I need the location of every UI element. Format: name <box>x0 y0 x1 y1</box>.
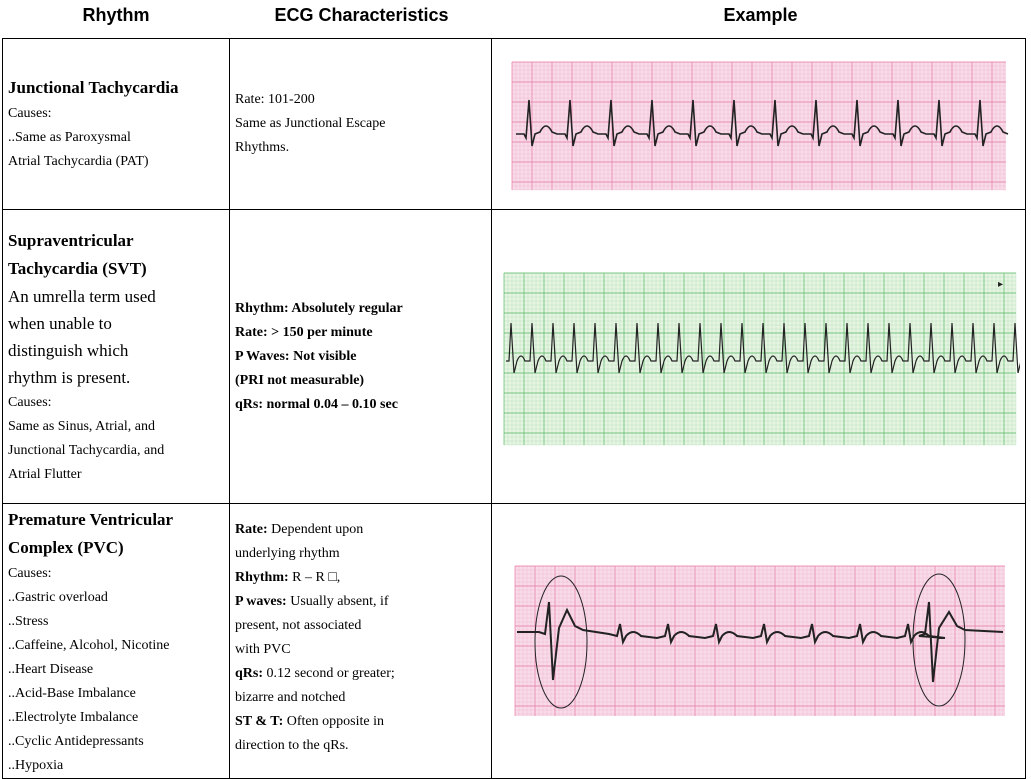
ecg-line: Rate: > 150 per minute <box>235 324 373 340</box>
rhythm-title: Tachycardia (SVT) <box>8 258 147 278</box>
cause-item: ..Cyclic Antidepressants <box>8 734 144 749</box>
table-row: Premature Ventricular Complex (PVC) Caus… <box>2 503 1026 779</box>
ecg-line: Rhythms. <box>235 140 290 155</box>
causes-label: Causes: <box>8 394 52 410</box>
cause-item: Junctional Tachycardia, and <box>8 442 165 458</box>
cause-item: ..Gastric overload <box>8 590 108 605</box>
rhythm-cell: Premature Ventricular Complex (PVC) Caus… <box>2 503 230 779</box>
ecg-characteristics-cell: Rate: 101-200 Same as Junctional Escape … <box>229 38 492 210</box>
ecg-text: present, not associated <box>235 618 362 633</box>
example-cell <box>491 38 1026 210</box>
ecg-label: ST & T: <box>235 714 284 729</box>
ecg-line: P Waves: Not visible <box>235 348 357 364</box>
ecg-text: Often opposite in <box>286 714 384 729</box>
pvc-highlight-circle <box>912 573 965 707</box>
rhythm-title: Supraventricular <box>8 230 134 250</box>
causes-label: Causes: <box>8 566 52 581</box>
rhythm-description: rhythm is present. <box>8 367 131 387</box>
rhythm-description: distinguish which <box>8 340 129 360</box>
cause-item: ..Caffeine, Alcohol, Nicotine <box>8 638 170 653</box>
pvc-highlight-circle <box>534 575 587 709</box>
ecg-trace <box>505 322 1020 373</box>
rhythm-table: Junctional Tachycardia Causes: ..Same as… <box>2 38 1026 779</box>
cause-item: Same as Sinus, Atrial, and <box>8 418 155 434</box>
cause-item: ..Electrolyte Imbalance <box>8 710 139 725</box>
rhythm-description: when unable to <box>8 313 112 333</box>
ecg-line: Rhythm: Absolutely regular <box>235 300 403 316</box>
ecg-line: Rate: 101-200 <box>235 92 315 107</box>
ecg-trace <box>516 601 1003 683</box>
rhythm-cell: Supraventricular Tachycardia (SVT) An um… <box>2 209 230 504</box>
rhythm-description: An umrella term used <box>8 286 156 306</box>
ecg-characteristics-cell: Rate: Dependent upon underlying rhythm R… <box>229 503 492 779</box>
ecg-text: underlying rhythm <box>235 546 340 561</box>
ecg-text: direction to the qRs. <box>235 738 349 753</box>
ecg-text: Dependent upon <box>271 522 364 537</box>
ecg-trace <box>515 99 1008 147</box>
rhythm-title: Premature Ventricular <box>8 510 174 529</box>
ecg-strip-junctional-tachycardia <box>511 61 1008 191</box>
ecg-label: qRs: <box>235 666 264 681</box>
header-rhythm: Rhythm <box>82 5 150 25</box>
ecg-characteristics-cell: Rhythm: Absolutely regular Rate: > 150 p… <box>229 209 492 504</box>
header-ecg-characteristics: ECG Characteristics <box>274 5 449 25</box>
ecg-strip-pvc <box>514 565 1005 716</box>
ecg-line: (PRI not measurable) <box>235 372 365 388</box>
cause-item: ..Stress <box>8 614 49 629</box>
cause-item: Atrial Tachycardia (PAT) <box>8 154 149 169</box>
table-row: Supraventricular Tachycardia (SVT) An um… <box>2 209 1026 504</box>
cause-item: ..Acid-Base Imbalance <box>8 686 136 701</box>
strip-marker: ▸ <box>998 279 1003 290</box>
cause-item: Atrial Flutter <box>8 466 82 482</box>
rhythm-cell: Junctional Tachycardia Causes: ..Same as… <box>2 38 230 210</box>
causes-label: Causes: <box>8 106 52 121</box>
ecg-grid <box>514 565 1005 716</box>
ecg-label: Rate: <box>235 522 268 537</box>
example-cell <box>491 503 1026 779</box>
header-example: Example <box>723 5 798 25</box>
ecg-text: bizarre and notched <box>235 690 346 705</box>
table-row: Junctional Tachycardia Causes: ..Same as… <box>2 38 1026 210</box>
cause-item: ..Hypoxia <box>8 758 64 773</box>
ecg-line: qRs: normal 0.04 – 0.10 sec <box>235 396 398 412</box>
rhythm-title: Junctional Tachycardia <box>8 78 179 97</box>
ecg-text: R – R □, <box>292 570 341 585</box>
cause-item: ..Heart Disease <box>8 662 94 677</box>
ecg-line: Same as Junctional Escape <box>235 116 386 131</box>
cause-item: ..Same as Paroxysmal <box>8 130 131 145</box>
ecg-text: with PVC <box>235 642 291 657</box>
ecg-label: Rhythm: <box>235 570 289 585</box>
ecg-grid <box>511 61 1006 191</box>
ecg-paper <box>514 566 1005 716</box>
ecg-strip-svt: ▸ <box>503 272 1020 445</box>
rhythm-title: Complex (PVC) <box>8 538 124 557</box>
ecg-text: Usually absent, if <box>290 594 389 609</box>
example-cell: ▸ <box>491 209 1026 504</box>
ecg-label: P waves: <box>235 594 287 609</box>
ecg-text: 0.12 second or greater; <box>266 666 395 681</box>
